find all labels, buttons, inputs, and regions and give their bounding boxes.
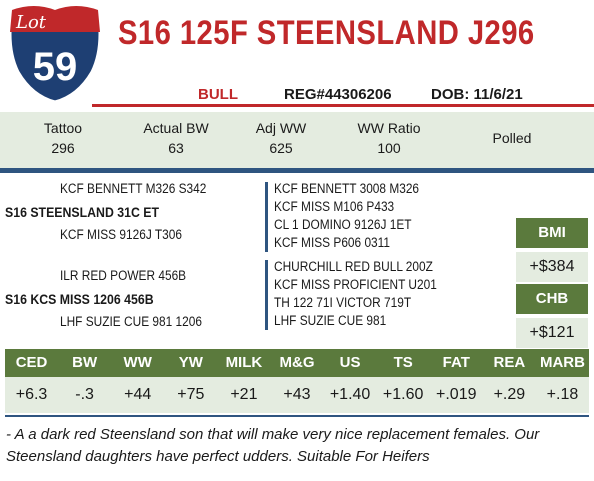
stat-value: 63 [168,140,184,156]
pedigree-gg: TH 122 71I VICTOR 719T [274,295,412,310]
sale-notes: - A a dark red Steensland son that will … [6,426,540,465]
stat-value: 100 [377,140,401,156]
pedigree-bracket [265,260,268,330]
pedigree-sire-sire: KCF BENNETT M326 S342 [60,181,207,196]
pedigree-sire: S16 STEENSLAND 31C ET [5,204,160,220]
pedigree-dam: S16 KCS MISS 1206 456B [5,291,154,307]
stat-label: Actual BW [143,120,209,136]
epd-header: US [339,354,361,371]
lot-label: Lot [15,12,47,33]
registration-number: REG#44306206 [284,86,392,103]
epd-header: MARB [539,354,585,371]
pedigree-dam-dam: LHF SUZIE CUE 981 1206 [60,314,202,329]
lot-shield-icon: Lot 59 [8,4,102,104]
stat-label: Adj WW [255,120,307,136]
epd-header: BW [72,354,98,371]
epd-header: REA [493,354,526,371]
sex-label: BULL [198,86,238,103]
stat-tattoo: Tattoo 296 [18,118,108,158]
stat-polled: Polled [462,128,562,148]
pedigree-gg: KCF MISS PROFICIENT U201 [274,277,437,292]
epd-header: M&G [279,354,315,371]
pedigree-gg: KCF BENNETT 3008 M326 [274,181,420,196]
epd-value: +.29 [493,386,526,403]
epd-value: +75 [177,386,205,403]
stat-label: WW Ratio [357,120,421,136]
animal-name-title: S16 125F STEENSLAND J296 [118,14,535,52]
epd-value: +44 [124,386,152,403]
stat-actual-bw: Actual BW 63 [128,118,224,158]
index-label-chb: CHB [516,284,588,314]
stat-label: Polled [492,130,532,146]
pedigree-gg: KCF MISS M106 P433 [274,199,395,214]
epd-header: FAT [442,354,470,371]
epd-value: +43 [283,386,311,403]
stats-divider [0,168,594,173]
epd-value: +1.60 [382,386,424,403]
index-label-bmi: BMI [516,218,588,248]
pedigree-gg: CL 1 DOMINO 9126J 1ET [274,217,412,232]
header-divider [92,104,594,107]
pedigree-gg: KCF MISS P606 0311 [274,235,391,250]
stat-value: 625 [269,140,293,156]
epd-header-row: CED BW WW YW MILK M&G US TS FAT REA MARB [5,349,589,377]
epd-value: -.3 [75,386,94,403]
epd-value: +6.3 [15,386,48,403]
epd-value: +1.40 [329,386,371,403]
stat-adj-ww: Adj WW 625 [236,118,326,158]
performance-stats-band: Tattoo 296 Actual BW 63 Adj WW 625 WW Ra… [0,112,594,168]
pedigree-gg: LHF SUZIE CUE 981 [274,313,387,328]
stat-label: Tattoo [43,120,83,136]
epd-values-row: +6.3 -.3 +44 +75 +21 +43 +1.40 +1.60 +.019 +.29 +.… [5,377,589,413]
epd-value: +21 [230,386,258,403]
epd-value: +.18 [546,386,579,403]
stat-ww-ratio: WW Ratio 100 [344,118,434,158]
epd-value: +.019 [436,386,477,403]
epd-divider [5,415,589,417]
pedigree-gg: CHURCHILL RED BULL 200Z [274,259,433,274]
lot-number: 59 [33,45,78,89]
index-value-bmi: +$384 [516,252,588,282]
epd-header: YW [178,354,203,371]
index-value-chb: +$121 [516,318,588,348]
epd-header: CED [15,354,48,371]
epd-header: TS [393,354,413,371]
pedigree-sire-dam: KCF MISS 9126J T306 [60,227,182,242]
epd-header: MILK [225,354,263,371]
pedigree-bracket [265,182,268,252]
pedigree-dam-sire: ILR RED POWER 456B [60,268,187,283]
epd-header: WW [123,354,152,371]
date-of-birth: DOB: 11/6/21 [431,86,523,103]
stat-value: 296 [51,140,75,156]
